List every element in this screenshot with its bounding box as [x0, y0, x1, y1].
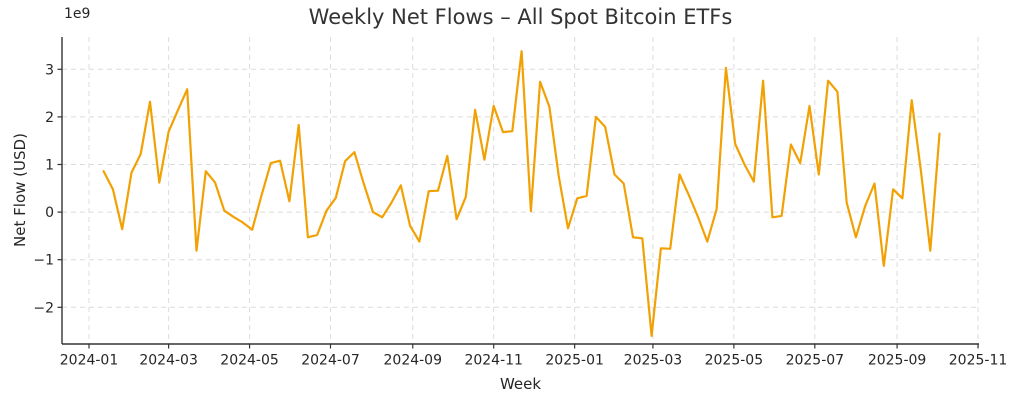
x-tick-label: 2025-05: [705, 353, 764, 369]
gridlines: [62, 37, 979, 344]
x-tick-label: 2025-07: [786, 353, 845, 369]
netflow-line: [102, 50, 941, 337]
axes-spines: [61, 37, 979, 345]
x-tick-label: 2024-11: [464, 353, 523, 369]
x-tick-label: 2025-09: [868, 353, 927, 369]
y-axis-offset-text: 1e9: [64, 6, 91, 22]
tick-marks: [57, 68, 979, 349]
x-tick-label: 2024-07: [301, 353, 360, 369]
x-axis-label: Week: [499, 375, 542, 393]
x-tick-label: 2024-05: [220, 353, 279, 369]
x-tick-label: 2025-03: [624, 353, 683, 369]
x-tick-label: 2025-01: [545, 353, 604, 369]
y-tick-label: 1: [45, 158, 54, 174]
x-tick-label: 2024-03: [139, 353, 198, 369]
chart-title: Weekly Net Flows – All Spot Bitcoin ETFs: [308, 5, 733, 29]
tick-labels: 2024-01 2024-03 2024-05 2024-07 2024-09 2024-…: [33, 62, 1007, 368]
x-tick-label: 2025-11: [949, 353, 1008, 369]
y-tick-label: 2: [45, 110, 54, 126]
y-tick-label: −2: [33, 300, 54, 316]
x-tick-label: 2024-09: [384, 353, 443, 369]
y-tick-label: −1: [33, 253, 54, 269]
y-tick-label: 0: [45, 205, 54, 221]
x-tick-label: 2024-01: [60, 353, 119, 369]
y-tick-label: 3: [45, 62, 54, 78]
